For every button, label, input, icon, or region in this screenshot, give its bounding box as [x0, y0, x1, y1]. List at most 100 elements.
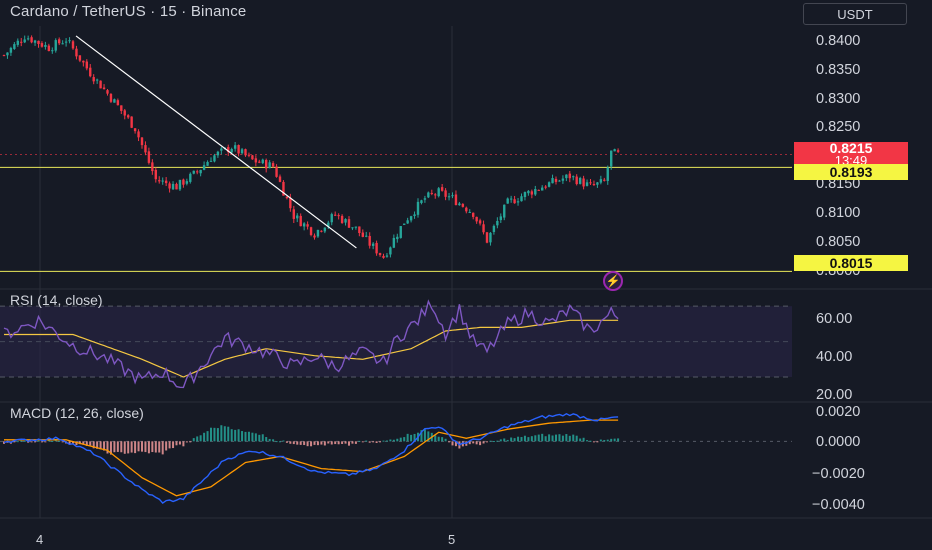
- macd-histogram-bar: [144, 441, 147, 453]
- candle: [568, 173, 571, 179]
- macd-histogram-bar: [261, 434, 264, 442]
- macd-histogram-bar: [572, 434, 575, 442]
- macd-histogram-bar: [575, 435, 578, 442]
- candle: [416, 201, 420, 215]
- macd-histogram-bar: [20, 440, 23, 442]
- macd-histogram-bar: [499, 439, 502, 442]
- candle: [544, 186, 547, 188]
- candle: [423, 198, 427, 200]
- candle: [216, 151, 220, 156]
- macd-histogram-bar: [244, 431, 247, 442]
- macd-histogram-bar: [168, 441, 171, 449]
- macd-histogram-bar: [527, 437, 530, 442]
- candle: [610, 150, 613, 167]
- candle: [323, 227, 327, 232]
- macd-histogram-bar: [334, 441, 337, 445]
- rsi-title[interactable]: RSI (14, close): [10, 292, 103, 308]
- macd-histogram-bar: [427, 431, 430, 442]
- macd-histogram-bar: [61, 441, 64, 443]
- macd-histogram-bar: [223, 426, 226, 442]
- candle: [465, 207, 468, 212]
- candle: [454, 194, 458, 206]
- macd-histogram-bar: [486, 441, 488, 443]
- macd-histogram-bar: [330, 441, 333, 445]
- macd-histogram-bar: [361, 441, 364, 443]
- macd-histogram-bar: [103, 441, 106, 451]
- candle: [240, 149, 244, 154]
- macd-histogram-bar: [316, 441, 319, 446]
- macd-histogram-bar: [151, 441, 154, 453]
- candle: [23, 39, 26, 43]
- macd-histogram-bar: [586, 440, 589, 442]
- macd-histogram-bar: [13, 441, 16, 443]
- macd-histogram-bar: [130, 441, 133, 453]
- macd-histogram-bar: [16, 441, 19, 443]
- macd-histogram-bar: [141, 441, 143, 452]
- macd-histogram-bar: [172, 441, 175, 449]
- candle: [292, 209, 295, 219]
- macd-histogram-bar: [85, 441, 88, 446]
- candle: [116, 100, 120, 106]
- macd-histogram-bar: [534, 435, 537, 442]
- candle: [527, 190, 530, 194]
- candle: [271, 163, 275, 167]
- candle: [496, 220, 499, 226]
- macd-histogram-bar: [382, 440, 385, 442]
- macd-histogram-bar: [354, 441, 357, 444]
- macd-histogram-bar: [323, 441, 326, 446]
- candle: [302, 223, 306, 227]
- macd-histogram-bar: [503, 438, 506, 442]
- macd-histogram-bar: [154, 441, 157, 453]
- lightning-icon[interactable]: ⚡: [603, 271, 623, 291]
- candle: [513, 199, 516, 204]
- candle: [102, 87, 106, 90]
- macd-histogram-bar: [185, 441, 188, 443]
- candle: [251, 155, 254, 160]
- candle: [492, 225, 496, 232]
- candle: [337, 215, 340, 217]
- candle: [475, 216, 478, 222]
- candle: [268, 162, 271, 169]
- macd-histogram-bar: [58, 440, 61, 442]
- candle: [144, 145, 147, 153]
- macd-histogram-bar: [451, 441, 454, 446]
- last-price-value: 0.8215: [829, 140, 873, 156]
- currency-selector[interactable]: USDT: [803, 3, 907, 25]
- macd-histogram-bar: [158, 441, 161, 453]
- macd-histogram-bar: [127, 441, 130, 454]
- macd-histogram-bar: [523, 435, 526, 442]
- candle: [154, 169, 157, 180]
- candle: [275, 166, 278, 177]
- candle: [51, 50, 54, 52]
- candle: [296, 215, 299, 219]
- candle: [130, 116, 133, 128]
- macd-histogram-bar: [268, 438, 271, 442]
- macd-histogram-bar: [192, 438, 195, 442]
- candle: [613, 149, 616, 152]
- rsi-axis-label: 20.00: [816, 387, 853, 403]
- macd-histogram-bar: [213, 427, 216, 442]
- macd-histogram-bar: [379, 441, 382, 443]
- macd-histogram-bar: [310, 441, 313, 447]
- macd-histogram-bar: [116, 441, 119, 452]
- symbol-title[interactable]: Cardano / TetherUS · 15 · Binance: [10, 3, 247, 20]
- macd-histogram-bar: [396, 438, 399, 442]
- candle: [133, 128, 137, 132]
- macd-histogram-bar: [551, 435, 554, 442]
- candle: [575, 176, 578, 185]
- candle: [30, 37, 33, 43]
- candle: [327, 222, 330, 227]
- time-axis-label: 5: [448, 532, 456, 547]
- macd-histogram-bar: [282, 440, 285, 442]
- macd-histogram-bar: [541, 433, 544, 442]
- candle: [85, 61, 88, 69]
- macd-histogram-bar: [399, 437, 402, 442]
- candle: [320, 230, 323, 232]
- candle: [371, 243, 375, 246]
- macd-histogram-bar: [178, 441, 181, 445]
- macd-histogram-bar: [306, 441, 309, 447]
- candle: [316, 229, 320, 237]
- candle: [403, 223, 406, 225]
- macd-title[interactable]: MACD (12, 26, close): [10, 405, 144, 421]
